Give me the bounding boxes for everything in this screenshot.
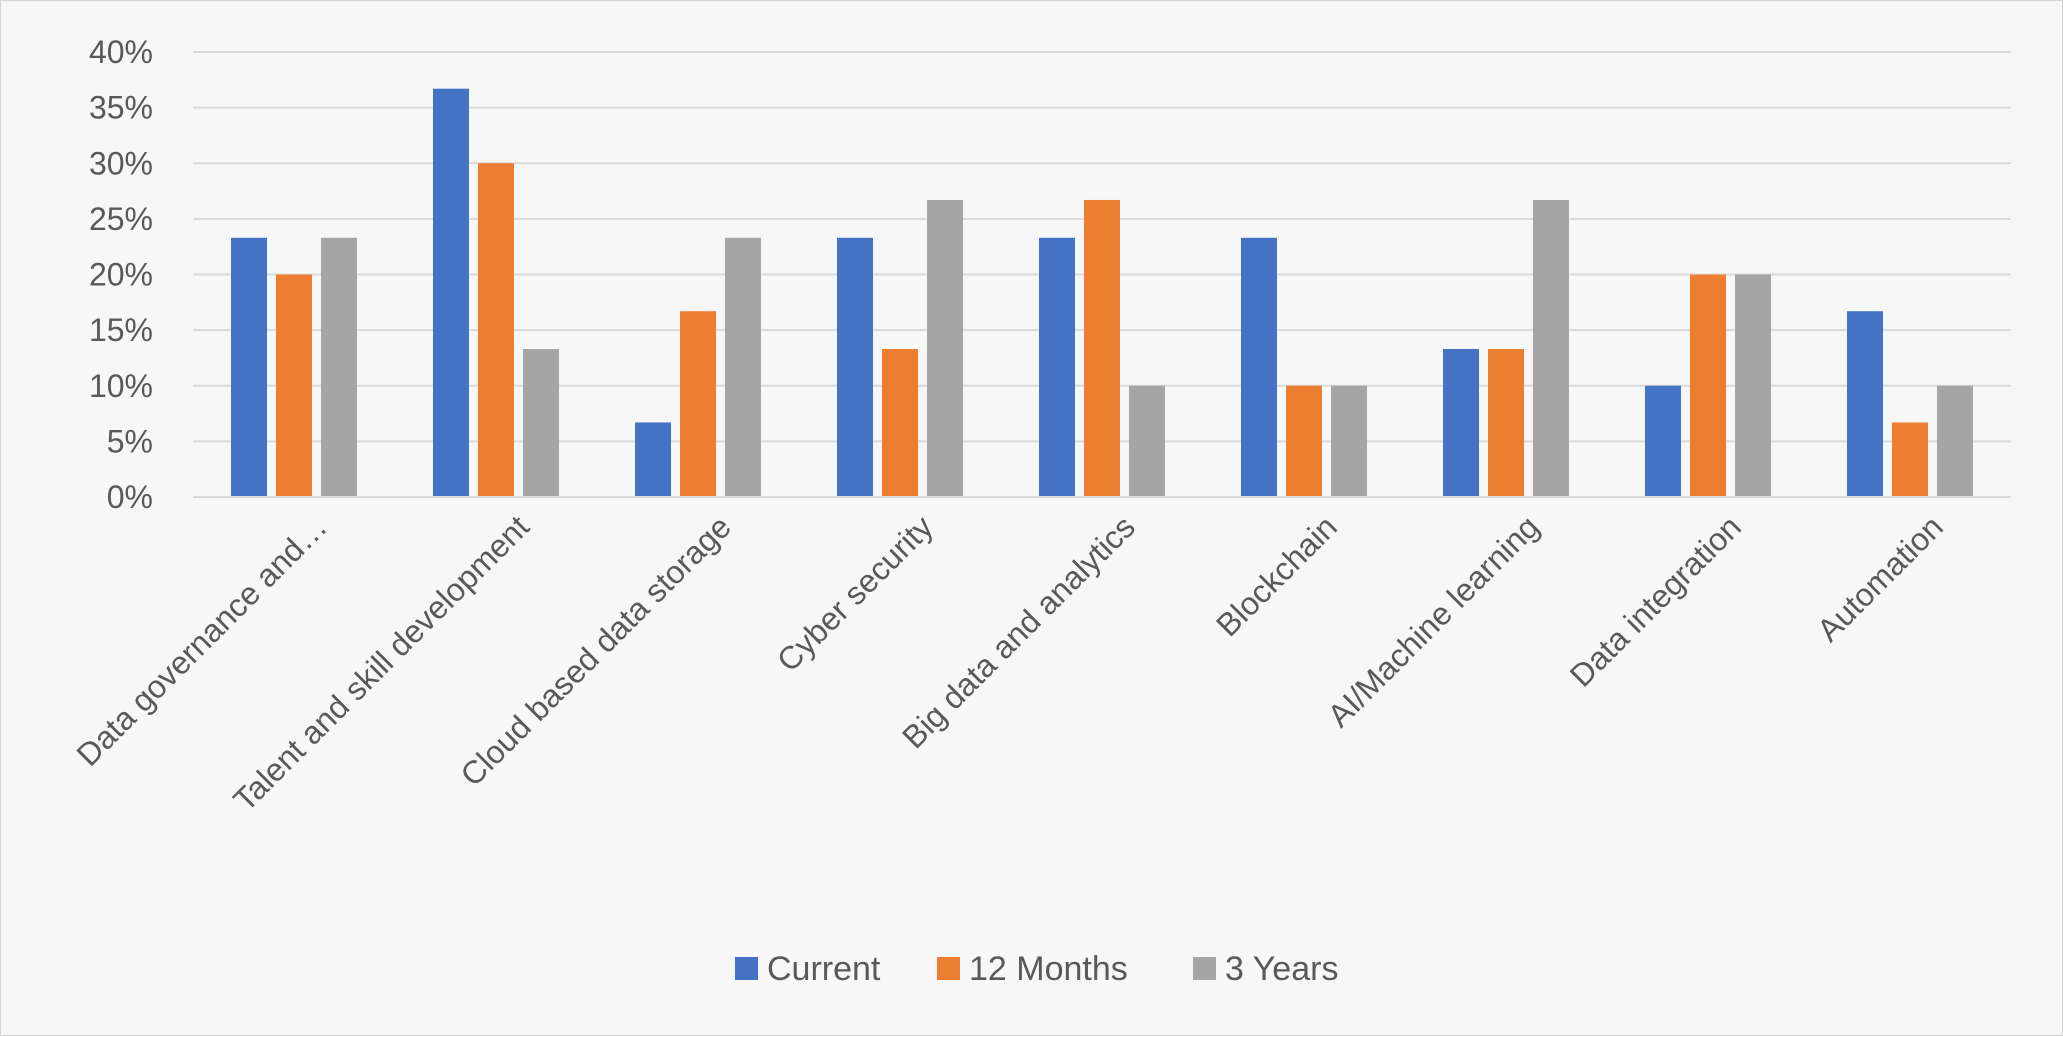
y-tick-label: 5% (107, 423, 153, 459)
bar-3-years (1735, 274, 1771, 497)
x-category-label: AI/Machine learning (1321, 508, 1546, 733)
x-axis-categories: Data governance and…Talent and skill dev… (69, 508, 1949, 818)
bar-current (635, 422, 671, 497)
x-category-label: Big data and analytics (895, 508, 1142, 755)
bar-3-years (523, 349, 559, 497)
x-category-label: Data integration (1563, 508, 1748, 693)
bar-12-months (478, 163, 514, 497)
bar-12-months (1690, 274, 1726, 497)
bars (231, 88, 1973, 498)
y-tick-label: 35% (89, 90, 153, 126)
y-tick-label: 25% (89, 201, 153, 237)
legend-swatch (937, 957, 960, 980)
bar-12-months (1488, 349, 1524, 497)
legend-swatch (735, 957, 758, 980)
bar-3-years (927, 199, 963, 497)
y-tick-label: 30% (89, 145, 153, 181)
bar-3-years (1533, 199, 1569, 497)
x-category-label: Cyber security (770, 508, 940, 678)
y-tick-label: 0% (107, 479, 153, 515)
bar-current (1241, 237, 1277, 497)
bar-12-months (680, 311, 716, 497)
bar-3-years (321, 237, 357, 497)
legend: Current 12 Months 3 Years (735, 950, 1338, 988)
y-axis-ticks: 0% 5% 10% 15% 20% 25% 30% 35% 40% (89, 34, 153, 515)
bar-12-months (1286, 385, 1322, 497)
legend-swatch (1193, 957, 1216, 980)
legend-label: 12 Months (969, 950, 1128, 988)
bar-3-years (1331, 385, 1367, 497)
bar-current (231, 237, 267, 497)
bar-3-years (1937, 385, 1973, 497)
bar-3-years (725, 237, 761, 497)
legend-label: Current (767, 950, 881, 988)
x-category-label: Automation (1810, 508, 1950, 648)
y-tick-label: 10% (89, 368, 153, 404)
bar-current (433, 88, 469, 498)
y-tick-label: 40% (89, 34, 153, 70)
bar-current (1847, 311, 1883, 497)
bar-12-months (1892, 422, 1928, 497)
bar-3-years (1129, 385, 1165, 497)
legend-label: 3 Years (1225, 950, 1338, 988)
bar-current (837, 237, 873, 497)
bar-12-months (276, 274, 312, 497)
y-tick-label: 20% (89, 257, 153, 293)
bar-current (1039, 237, 1075, 497)
bar-current (1443, 349, 1479, 497)
bar-12-months (1084, 199, 1120, 497)
x-category-label: Blockchain (1209, 508, 1344, 643)
bar-current (1645, 385, 1681, 497)
bar-12-months (882, 349, 918, 497)
y-tick-label: 15% (89, 312, 153, 348)
